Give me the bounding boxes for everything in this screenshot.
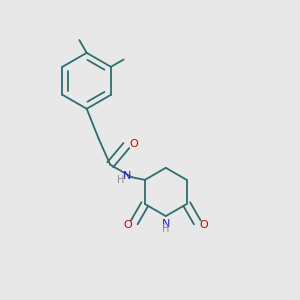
Text: N: N [162,219,170,229]
Text: O: O [123,220,132,230]
Text: H: H [117,175,124,185]
Text: H: H [162,224,169,234]
Text: N: N [122,171,131,181]
Text: O: O [129,139,138,149]
Text: O: O [200,220,208,230]
